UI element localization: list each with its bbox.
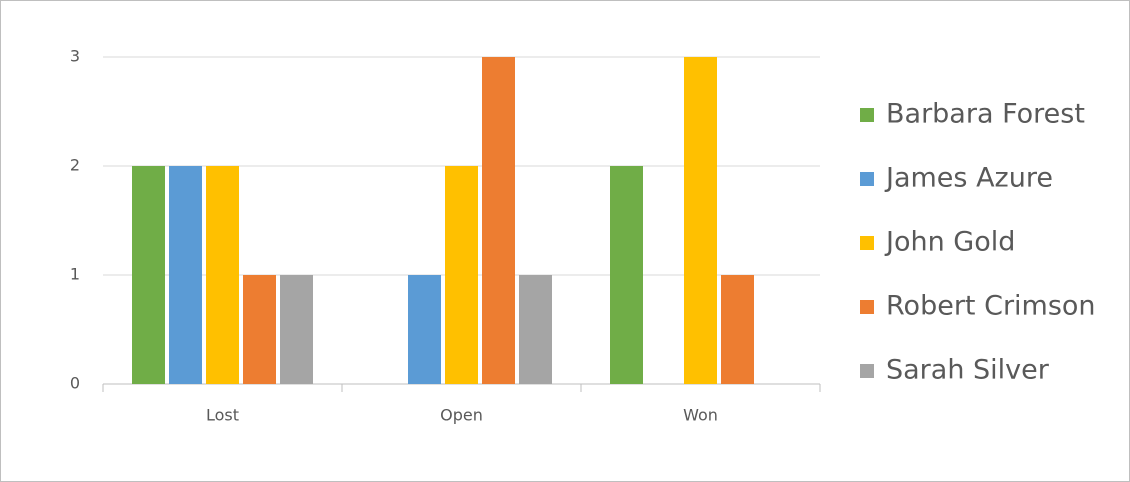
bar — [610, 166, 643, 384]
legend-label: Robert Crimson — [886, 291, 1096, 322]
legend-label: Barbara Forest — [886, 99, 1085, 130]
bar — [445, 166, 478, 384]
bar — [169, 166, 202, 384]
y-tick-label: 2 — [70, 156, 80, 175]
bar — [280, 275, 313, 384]
legend-swatch — [860, 300, 874, 314]
x-tick-label: Open — [440, 406, 483, 425]
bar — [132, 166, 165, 384]
legend-swatch — [860, 172, 874, 186]
x-tick-label: Lost — [206, 406, 239, 425]
bar — [519, 275, 552, 384]
legend-swatch — [860, 364, 874, 378]
y-tick-label: 3 — [70, 47, 80, 66]
bar — [684, 57, 717, 384]
bar — [482, 57, 515, 384]
x-tick-label: Won — [683, 406, 718, 425]
legend-swatch — [860, 108, 874, 122]
bar — [721, 275, 754, 384]
legend-label: John Gold — [884, 227, 1015, 258]
y-tick-label: 1 — [70, 265, 80, 284]
legend-swatch — [860, 236, 874, 250]
bar — [206, 166, 239, 384]
bar — [408, 275, 441, 384]
y-tick-label: 0 — [70, 374, 80, 393]
legend-label: James Azure — [884, 163, 1053, 194]
bar — [243, 275, 276, 384]
legend-label: Sarah Silver — [886, 355, 1050, 386]
